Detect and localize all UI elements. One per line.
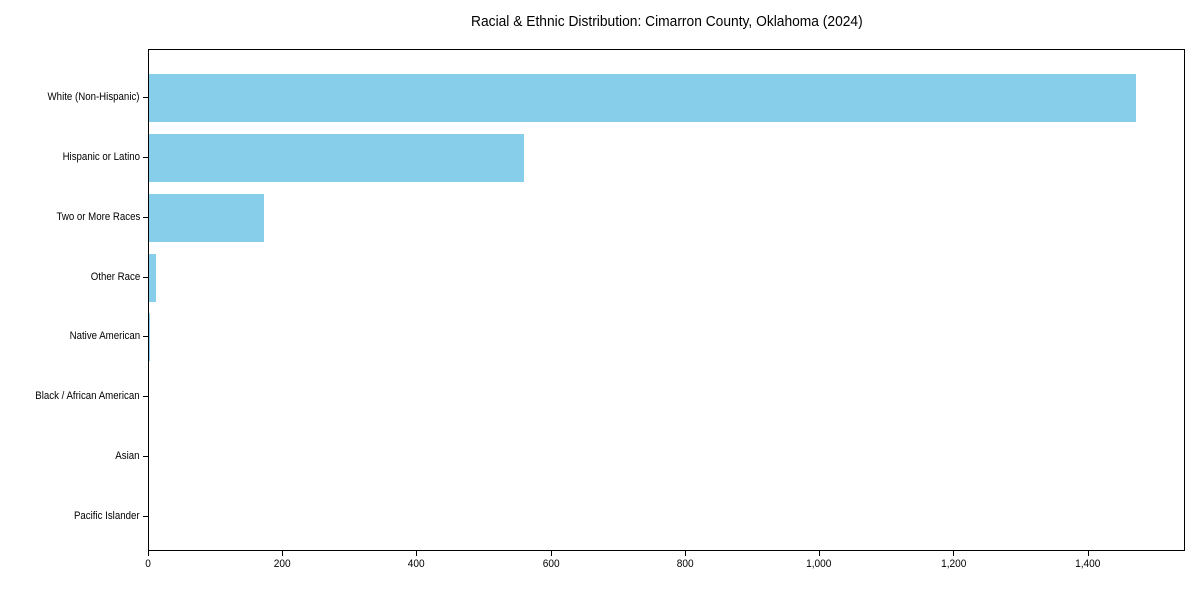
x-tick-600	[550, 551, 552, 556]
x-tick-0	[148, 551, 149, 556]
x-tick-200	[282, 551, 284, 556]
x-tick-1000	[819, 551, 821, 556]
x-tick-label-1200: 1,200	[913, 557, 993, 571]
x-tick-label-200: 200	[242, 557, 322, 571]
bar-native-american	[149, 313, 151, 362]
y-label-text: Black / African American	[35, 390, 140, 403]
x-tick-800	[684, 551, 686, 556]
y-tick-black-african-american	[143, 396, 148, 398]
y-label-other-race: Other Race	[0, 269, 141, 285]
x-tick-label-text: 1,000	[806, 558, 832, 570]
bar-hispanic-or-latino	[149, 133, 525, 182]
plot-area	[148, 49, 1185, 551]
y-tick-pacific-islander	[143, 516, 148, 518]
y-label-text: Hispanic or Latino	[62, 150, 140, 163]
bar-two-or-more-races	[149, 193, 265, 242]
x-tick-label-text: 400	[408, 558, 425, 570]
x-tick-label-text: 1,400	[1075, 558, 1101, 570]
x-tick-1400	[1087, 551, 1089, 556]
x-tick-label-800: 800	[645, 557, 725, 571]
y-label-native-american: Native American	[0, 328, 140, 344]
x-tick-label-text: 1,200	[940, 558, 967, 570]
y-tick-hispanic-or-latino	[143, 156, 148, 158]
y-label-white-non-hispanic: White (Non-Hispanic)	[0, 89, 140, 105]
y-label-text: Other Race	[90, 270, 141, 283]
y-label-text: Pacific Islander	[74, 510, 140, 523]
chart-title: Racial & Ethnic Distribution: Cimarron C…	[148, 13, 1185, 31]
x-tick-label-400: 400	[376, 557, 456, 571]
y-tick-white-non-hispanic	[143, 97, 148, 98]
y-label-text: Native American	[69, 330, 140, 343]
x-tick-label-text: 800	[676, 558, 694, 570]
x-tick-1200	[953, 551, 955, 556]
y-label-text: Asian	[115, 450, 140, 463]
bar-other-race	[149, 253, 156, 302]
x-tick-label-text: 600	[542, 558, 560, 570]
y-tick-two-or-more-races	[143, 216, 148, 218]
x-tick-label-1000: 1,000	[779, 557, 859, 571]
y-label-asian: Asian	[0, 448, 140, 464]
y-label-text: Two or More Races	[56, 210, 140, 223]
x-tick-label-1400: 1,400	[1048, 557, 1128, 571]
y-label-text: White (Non-Hispanic)	[48, 91, 140, 103]
x-tick-label-0: 0	[108, 557, 188, 571]
x-tick-label-600: 600	[511, 557, 591, 571]
y-label-hispanic-or-latino: Hispanic or Latino	[0, 149, 140, 165]
x-tick-label-text: 200	[273, 558, 291, 570]
chart-title-text: Racial & Ethnic Distribution: Cimarron C…	[470, 13, 863, 30]
y-label-pacific-islander: Pacific Islander	[0, 508, 140, 524]
y-label-black-african-american: Black / African American	[0, 388, 140, 404]
y-tick-other-race	[143, 276, 148, 278]
y-label-two-or-more-races: Two or More Races	[0, 209, 140, 225]
y-tick-native-american	[143, 336, 148, 338]
y-tick-asian	[143, 456, 148, 458]
x-tick-label-text: 0	[145, 558, 151, 570]
x-tick-400	[416, 551, 418, 556]
bar-white-non-hispanic	[149, 74, 1136, 122]
